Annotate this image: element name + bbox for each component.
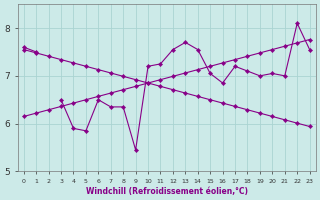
X-axis label: Windchill (Refroidissement éolien,°C): Windchill (Refroidissement éolien,°C) [86,187,248,196]
